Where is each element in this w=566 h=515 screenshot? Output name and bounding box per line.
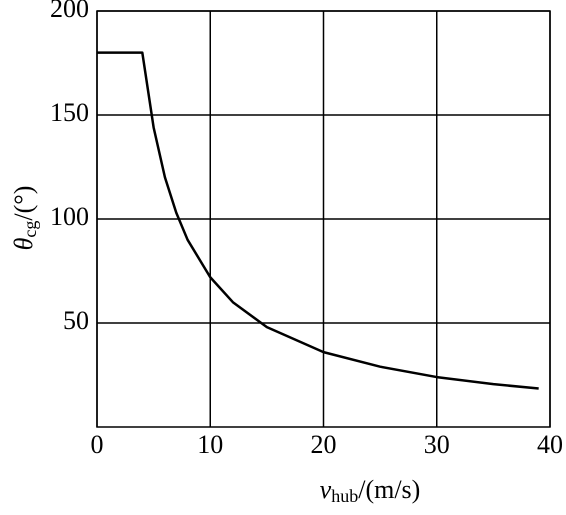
- y-tick-label: 200: [50, 0, 89, 23]
- y-label-unit: /(°): [9, 186, 38, 221]
- x-label-unit: /(m/s): [358, 475, 420, 504]
- y-tick-label: 150: [50, 98, 89, 127]
- x-tick-label: 20: [311, 430, 337, 459]
- x-tick-label: 40: [537, 430, 563, 459]
- y-tick-label: 100: [50, 202, 89, 231]
- data-line: [97, 51, 539, 390]
- x-label-subscript: hub: [331, 486, 358, 506]
- x-tick-label: 0: [91, 430, 104, 459]
- y-tick-label: 50: [63, 306, 89, 335]
- x-tick-label: 10: [197, 430, 223, 459]
- x-tick-label: 30: [424, 430, 450, 459]
- y-label-symbol: θ: [9, 237, 38, 250]
- x-axis-label: vhub/(m/s): [320, 475, 421, 506]
- x-label-symbol: v: [320, 475, 332, 504]
- y-axis-label: θcg/(°): [9, 186, 40, 251]
- y-label-subscript: cg: [20, 221, 40, 238]
